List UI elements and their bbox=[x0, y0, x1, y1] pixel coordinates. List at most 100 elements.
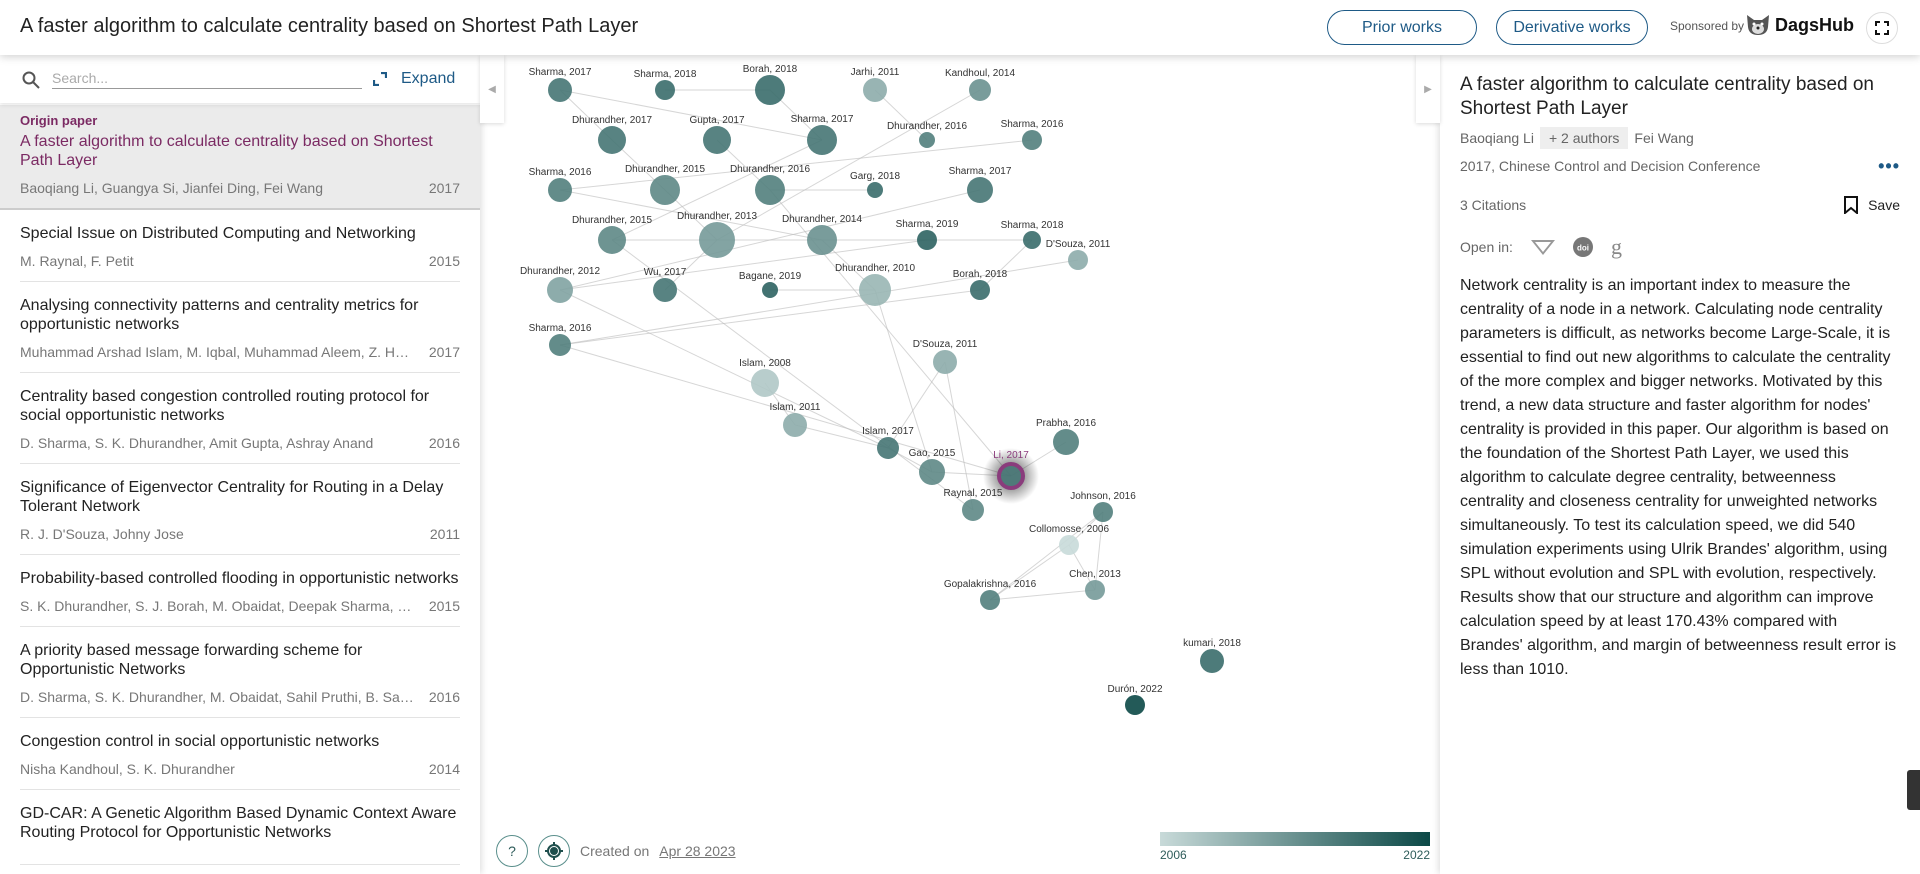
created-date-link[interactable]: Apr 28 2023 bbox=[659, 843, 736, 859]
derivative-works-button[interactable]: Derivative works bbox=[1496, 10, 1648, 45]
paper-node[interactable]: Sharma, 2018 bbox=[1001, 220, 1064, 249]
node-circle[interactable] bbox=[867, 182, 883, 198]
paper-node[interactable]: Gao, 2015 bbox=[909, 448, 956, 485]
node-circle[interactable] bbox=[933, 350, 957, 374]
paper-node[interactable]: Sharma, 2016 bbox=[1001, 119, 1064, 150]
node-circle[interactable] bbox=[919, 459, 945, 485]
node-circle[interactable] bbox=[751, 369, 779, 397]
recenter-button[interactable] bbox=[538, 835, 570, 867]
collapse-left-panel-button[interactable]: ◀ bbox=[480, 55, 504, 123]
paper-node[interactable]: Collomosse, 2006 bbox=[1029, 524, 1109, 555]
origin-paper-node[interactable]: Li, 2017 bbox=[983, 448, 1039, 504]
node-circle[interactable] bbox=[653, 278, 677, 302]
node-circle[interactable] bbox=[859, 274, 891, 306]
origin-paper-item[interactable]: Origin paper A faster algorithm to calcu… bbox=[0, 105, 480, 210]
node-circle[interactable] bbox=[762, 282, 778, 298]
paper-node[interactable]: Kandhoul, 2014 bbox=[945, 68, 1016, 101]
paper-node[interactable]: Islam, 2008 bbox=[739, 358, 791, 397]
node-circle[interactable] bbox=[967, 177, 993, 203]
paper-node[interactable]: Dhurandher, 2012 bbox=[520, 266, 601, 303]
paper-list-item[interactable]: Significance of Eigenvector Centrality f… bbox=[20, 464, 460, 555]
paper-list-item[interactable]: A priority based message forwarding sche… bbox=[20, 627, 460, 718]
paper-list-item[interactable]: Congestion control in social opportunist… bbox=[20, 718, 460, 790]
paper-node[interactable]: Borah, 2018 bbox=[953, 269, 1008, 300]
paper-node[interactable]: kumari, 2018 bbox=[1183, 638, 1241, 673]
paper-node[interactable]: Prabha, 2016 bbox=[1036, 418, 1096, 455]
node-circle[interactable] bbox=[598, 226, 626, 254]
node-circle[interactable] bbox=[1085, 580, 1105, 600]
semantic-scholar-icon[interactable] bbox=[1530, 238, 1555, 256]
node-circle[interactable] bbox=[962, 499, 984, 521]
paper-node[interactable]: Bagane, 2019 bbox=[739, 271, 802, 298]
fullscreen-button[interactable] bbox=[1866, 12, 1898, 44]
paper-node[interactable]: Dhurandher, 2014 bbox=[782, 214, 863, 255]
paper-node[interactable]: Sharma, 2017 bbox=[949, 166, 1012, 203]
paper-node[interactable]: Sharma, 2019 bbox=[896, 219, 959, 250]
paper-node[interactable]: D'Souza, 2011 bbox=[913, 339, 978, 374]
node-circle[interactable] bbox=[807, 125, 837, 155]
node-circle[interactable] bbox=[863, 78, 887, 102]
doi-icon[interactable]: doi bbox=[1572, 237, 1593, 257]
save-button[interactable]: Save bbox=[1844, 196, 1900, 214]
paper-node[interactable]: Sharma, 2017 bbox=[529, 67, 592, 102]
paper-node[interactable]: Islam, 2011 bbox=[770, 402, 821, 437]
node-circle[interactable] bbox=[1125, 695, 1145, 715]
paper-node[interactable]: Jarhi, 2011 bbox=[851, 67, 900, 102]
paper-node[interactable]: Islam, 2017 bbox=[862, 426, 914, 459]
last-author[interactable]: Fei Wang bbox=[1634, 130, 1694, 146]
node-circle[interactable] bbox=[549, 334, 571, 356]
node-circle[interactable] bbox=[548, 78, 572, 102]
paper-node[interactable]: Dhurandher, 2016 bbox=[887, 121, 968, 148]
node-circle[interactable] bbox=[1068, 250, 1088, 270]
paper-list-item[interactable]: Analysing connectivity patterns and cent… bbox=[20, 282, 460, 373]
node-circle[interactable] bbox=[1093, 502, 1113, 522]
paper-node[interactable]: Wu, 2017 bbox=[644, 267, 687, 302]
node-circle[interactable] bbox=[970, 280, 990, 300]
node-circle[interactable] bbox=[1059, 535, 1079, 555]
paper-node[interactable]: D'Souza, 2011 bbox=[1046, 239, 1111, 270]
paper-list-item[interactable]: Centrality based congestion controlled r… bbox=[20, 373, 460, 464]
node-circle[interactable] bbox=[699, 222, 735, 258]
node-circle[interactable] bbox=[1053, 429, 1079, 455]
node-circle[interactable] bbox=[755, 175, 785, 205]
node-circle[interactable] bbox=[1023, 231, 1041, 249]
paper-list-item[interactable]: Special Issue on Distributed Computing a… bbox=[20, 210, 460, 282]
first-author[interactable]: Baoqiang Li bbox=[1460, 130, 1534, 146]
paper-list-item[interactable]: GD-CAR: A Genetic Algorithm Based Dynami… bbox=[20, 790, 460, 865]
paper-node[interactable]: Dhurandher, 2017 bbox=[572, 115, 653, 154]
node-circle[interactable] bbox=[783, 413, 807, 437]
paper-node[interactable]: Garg, 2018 bbox=[850, 171, 900, 198]
node-circle[interactable] bbox=[807, 225, 837, 255]
paper-node[interactable]: Gupta, 2017 bbox=[689, 115, 745, 154]
paper-node[interactable]: Sharma, 2017 bbox=[791, 114, 854, 155]
collapse-right-panel-button[interactable]: ▶ bbox=[1416, 55, 1440, 123]
paper-node[interactable]: Dhurandher, 2015 bbox=[572, 215, 653, 254]
paper-list-item[interactable]: Probability-based controlled flooding in… bbox=[20, 555, 460, 627]
paper-node[interactable]: Chen, 2013 bbox=[1069, 569, 1121, 600]
more-options-icon[interactable]: ••• bbox=[1878, 156, 1900, 176]
node-circle[interactable] bbox=[877, 437, 899, 459]
more-authors-button[interactable]: + 2 authors bbox=[1539, 127, 1629, 149]
side-scroll-handle[interactable] bbox=[1907, 770, 1920, 810]
node-circle[interactable] bbox=[703, 126, 731, 154]
citation-graph[interactable]: Sharma, 2017 Sharma, 2018 Borah, 2018 Jarhi… bbox=[480, 55, 1440, 874]
node-circle[interactable] bbox=[547, 277, 573, 303]
node-circle[interactable] bbox=[548, 178, 572, 202]
node-circle[interactable] bbox=[997, 462, 1025, 490]
search-input[interactable] bbox=[52, 67, 362, 89]
paper-node[interactable]: Borah, 2018 bbox=[743, 64, 798, 105]
expand-button[interactable]: Expand bbox=[373, 70, 455, 88]
node-circle[interactable] bbox=[650, 175, 680, 205]
google-scholar-icon[interactable]: g bbox=[1610, 234, 1622, 259]
paper-node[interactable]: Sharma, 2018 bbox=[634, 69, 697, 100]
node-circle[interactable] bbox=[980, 590, 1000, 610]
prior-works-button[interactable]: Prior works bbox=[1327, 10, 1477, 45]
paper-node[interactable]: Dhurandher, 2015 bbox=[625, 164, 706, 205]
node-circle[interactable] bbox=[917, 230, 937, 250]
node-circle[interactable] bbox=[598, 126, 626, 154]
paper-node[interactable]: Dhurandher, 2010 bbox=[835, 263, 916, 306]
paper-node[interactable]: Johnson, 2016 bbox=[1070, 491, 1136, 522]
node-circle[interactable] bbox=[919, 132, 935, 148]
paper-node[interactable]: Dhurandher, 2013 bbox=[677, 211, 758, 258]
paper-node[interactable]: Raynal, 2015 bbox=[944, 488, 1003, 521]
